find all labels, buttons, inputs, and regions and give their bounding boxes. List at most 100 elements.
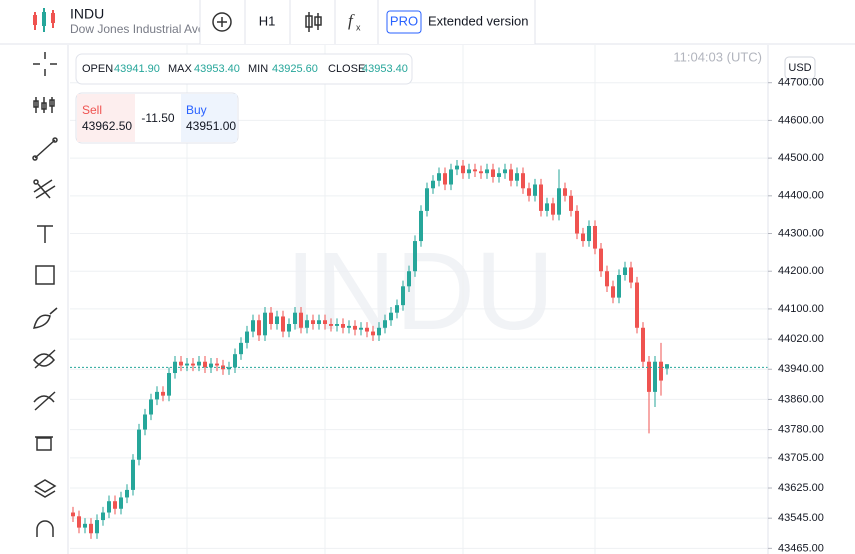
candle-body [329,324,333,326]
candle-body [197,361,201,366]
candle-body [431,180,435,189]
candle-body [491,169,495,177]
candle-body [71,512,75,517]
candle-body [77,516,81,528]
close-value: 43953.40 [362,63,408,75]
min-label: MIN [248,63,268,75]
candle-body [593,225,597,249]
buy-price[interactable]: 43951.00 [186,119,236,133]
candle-body [377,327,381,336]
candle-body [155,391,159,400]
svg-text:f: f [348,11,355,30]
min-value: 43925.60 [272,63,318,75]
timeframe[interactable]: H1 [259,13,276,28]
candle-body [515,173,519,181]
candle-body [383,320,387,328]
candle-body [611,286,615,298]
candle-body [641,327,645,362]
candle-body [359,327,363,330]
y-tick-label: 43860.00 [778,393,824,405]
candle-body [113,501,117,509]
candle-body [653,361,657,392]
candle-body [233,354,237,368]
candle-body [545,203,549,211]
candle-body [83,523,87,528]
candle-body [551,203,555,215]
candle-body [179,361,183,366]
pro-label[interactable]: PRO [390,13,418,28]
candle-body [521,173,525,189]
candle-body [323,320,327,325]
candle-body [161,391,165,396]
candle-body [563,188,567,196]
open-value: 43941.90 [114,63,160,75]
max-value: 43953.40 [194,63,240,75]
candle-body [281,316,285,332]
tool-icons[interactable] [32,52,58,537]
y-tick-label: 43545.00 [778,512,824,524]
y-tick-label: 44020.00 [778,333,824,345]
candle-body [659,361,663,381]
candle-body [455,165,459,170]
candle-body [443,173,447,185]
open-label: OPEN [82,63,113,75]
candle-body [449,169,453,185]
candle-body [629,267,633,283]
candle-body [635,282,639,328]
candle-body [599,248,603,272]
candle-body [623,267,627,275]
candle-body [401,286,405,306]
candle-body [575,210,579,234]
y-tick-label: 44100.00 [778,303,824,315]
candle-body [251,320,255,332]
candle-body [89,523,93,534]
toolbar-bg [200,0,535,44]
y-tick-label: 44300.00 [778,227,824,239]
candle-body [209,363,213,368]
candle-body [269,312,273,325]
chart: INDU [70,45,768,554]
candle-body [587,225,591,242]
candle-body [131,459,135,490]
sell-label[interactable]: Sell [82,103,102,117]
candle-body [425,188,429,211]
sell-button[interactable] [77,94,135,142]
chart-type-button[interactable] [305,12,322,32]
candle-body [125,489,129,498]
candle-body [191,363,195,366]
candle-body [227,367,231,370]
candle-body [503,169,507,174]
sell-price[interactable]: 43962.50 [82,119,132,133]
candle-body [437,173,441,181]
pro-badge[interactable] [386,10,422,34]
candle-body [299,312,303,328]
candle-body [185,363,189,366]
y-tick-label: 44500.00 [778,152,824,164]
candle-body [239,342,243,355]
symbol-name: Dow Jones Industrial Ave [70,22,205,36]
candle-body [101,512,105,521]
extended-version[interactable]: Extended version [428,13,528,28]
svg-text:x: x [356,22,361,32]
max-label: MAX [168,63,193,75]
watermark: INDU [286,230,555,353]
candle-body [275,316,279,325]
buy-label[interactable]: Buy [186,103,207,117]
buy-button[interactable] [181,94,237,142]
candle-body [617,274,621,298]
candle-body [605,271,609,287]
left-toolbar [0,45,68,554]
y-tick-label: 43465.00 [778,542,824,554]
candle-body [509,169,513,181]
currency[interactable]: USD [788,62,811,74]
currency-box[interactable] [784,56,816,80]
candle-body [389,312,393,321]
candle-body [647,361,651,392]
add-button[interactable] [212,12,232,32]
y-tick-label: 43940.00 [778,363,824,375]
candle-body [497,173,501,177]
candle-body [317,320,321,325]
